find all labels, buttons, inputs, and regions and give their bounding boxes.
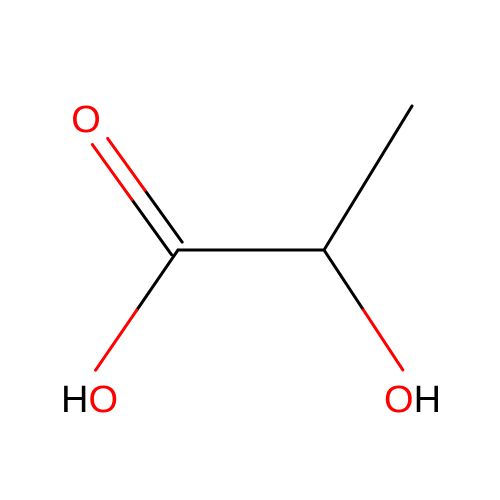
atom-label-oh2: OH: [384, 379, 441, 421]
atoms-layer: O HO OH: [61, 99, 441, 421]
molecule-svg: O HO OH: [0, 0, 500, 500]
b-c1-oh1: [96, 250, 178, 370]
b-c2-ch3: [324, 106, 412, 250]
atom-label-oh1: HO: [61, 379, 118, 421]
atom-label-o1: O: [71, 99, 101, 141]
b-c2-oh2: [324, 250, 403, 370]
b-c1-o1: [92, 138, 182, 254]
bonds-layer: [92, 106, 412, 370]
